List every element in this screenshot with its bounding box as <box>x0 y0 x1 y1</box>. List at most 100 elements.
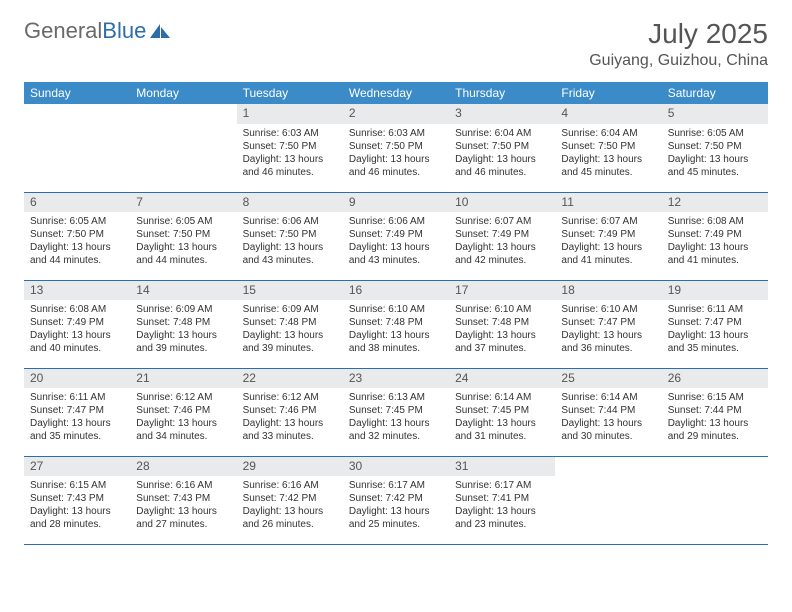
sunset-line: Sunset: 7:49 PM <box>455 228 549 241</box>
calendar-cell: 16Sunrise: 6:10 AMSunset: 7:48 PMDayligh… <box>343 280 449 368</box>
sunset-line: Sunset: 7:44 PM <box>668 404 762 417</box>
calendar-cell: 9Sunrise: 6:06 AMSunset: 7:49 PMDaylight… <box>343 192 449 280</box>
daylight-line: Daylight: 13 hours and 43 minutes. <box>349 241 443 267</box>
calendar-cell: 30Sunrise: 6:17 AMSunset: 7:42 PMDayligh… <box>343 456 449 544</box>
day-number: 9 <box>343 193 449 213</box>
logo-text: GeneralBlue <box>24 18 146 44</box>
day-body: Sunrise: 6:11 AMSunset: 7:47 PMDaylight:… <box>662 300 768 359</box>
day-body: Sunrise: 6:16 AMSunset: 7:43 PMDaylight:… <box>130 476 236 535</box>
day-body: Sunrise: 6:13 AMSunset: 7:45 PMDaylight:… <box>343 388 449 447</box>
day-number: 10 <box>449 193 555 213</box>
day-body: Sunrise: 6:05 AMSunset: 7:50 PMDaylight:… <box>662 124 768 183</box>
day-number: 29 <box>237 457 343 477</box>
daylight-line: Daylight: 13 hours and 31 minutes. <box>455 417 549 443</box>
daylight-line: Daylight: 13 hours and 43 minutes. <box>243 241 337 267</box>
daylight-line: Daylight: 13 hours and 34 minutes. <box>136 417 230 443</box>
sunrise-line: Sunrise: 6:06 AM <box>243 215 337 228</box>
day-number: 23 <box>343 369 449 389</box>
daylight-line: Daylight: 13 hours and 44 minutes. <box>30 241 124 267</box>
sunrise-line: Sunrise: 6:12 AM <box>243 391 337 404</box>
sunset-line: Sunset: 7:45 PM <box>349 404 443 417</box>
day-body: Sunrise: 6:16 AMSunset: 7:42 PMDaylight:… <box>237 476 343 535</box>
sunrise-line: Sunrise: 6:11 AM <box>30 391 124 404</box>
sunrise-line: Sunrise: 6:05 AM <box>30 215 124 228</box>
sunrise-line: Sunrise: 6:04 AM <box>455 127 549 140</box>
weekday-header: Friday <box>555 82 661 104</box>
calendar-cell: 24Sunrise: 6:14 AMSunset: 7:45 PMDayligh… <box>449 368 555 456</box>
calendar-cell: 14Sunrise: 6:09 AMSunset: 7:48 PMDayligh… <box>130 280 236 368</box>
daylight-line: Daylight: 13 hours and 46 minutes. <box>455 153 549 179</box>
daylight-line: Daylight: 13 hours and 41 minutes. <box>668 241 762 267</box>
daylight-line: Daylight: 13 hours and 46 minutes. <box>243 153 337 179</box>
day-number: 25 <box>555 369 661 389</box>
calendar-cell: 31Sunrise: 6:17 AMSunset: 7:41 PMDayligh… <box>449 456 555 544</box>
sunset-line: Sunset: 7:48 PM <box>136 316 230 329</box>
daylight-line: Daylight: 13 hours and 38 minutes. <box>349 329 443 355</box>
calendar-cell: 11Sunrise: 6:07 AMSunset: 7:49 PMDayligh… <box>555 192 661 280</box>
sunrise-line: Sunrise: 6:14 AM <box>455 391 549 404</box>
daylight-line: Daylight: 13 hours and 41 minutes. <box>561 241 655 267</box>
day-number: 19 <box>662 281 768 301</box>
sunset-line: Sunset: 7:49 PM <box>30 316 124 329</box>
daylight-line: Daylight: 13 hours and 40 minutes. <box>30 329 124 355</box>
sunset-line: Sunset: 7:41 PM <box>455 492 549 505</box>
day-body: Sunrise: 6:04 AMSunset: 7:50 PMDaylight:… <box>449 124 555 183</box>
day-number: 14 <box>130 281 236 301</box>
day-body: Sunrise: 6:10 AMSunset: 7:48 PMDaylight:… <box>343 300 449 359</box>
day-number: 8 <box>237 193 343 213</box>
day-number: 24 <box>449 369 555 389</box>
calendar-row: 1Sunrise: 6:03 AMSunset: 7:50 PMDaylight… <box>24 104 768 192</box>
calendar-cell: 25Sunrise: 6:14 AMSunset: 7:44 PMDayligh… <box>555 368 661 456</box>
sunset-line: Sunset: 7:42 PM <box>243 492 337 505</box>
sunset-line: Sunset: 7:49 PM <box>561 228 655 241</box>
daylight-line: Daylight: 13 hours and 30 minutes. <box>561 417 655 443</box>
calendar-cell: 8Sunrise: 6:06 AMSunset: 7:50 PMDaylight… <box>237 192 343 280</box>
sunset-line: Sunset: 7:44 PM <box>561 404 655 417</box>
sunset-line: Sunset: 7:48 PM <box>455 316 549 329</box>
day-body: Sunrise: 6:03 AMSunset: 7:50 PMDaylight:… <box>237 124 343 183</box>
daylight-line: Daylight: 13 hours and 32 minutes. <box>349 417 443 443</box>
daylight-line: Daylight: 13 hours and 26 minutes. <box>243 505 337 531</box>
sunset-line: Sunset: 7:42 PM <box>349 492 443 505</box>
weekday-header: Sunday <box>24 82 130 104</box>
day-body: Sunrise: 6:09 AMSunset: 7:48 PMDaylight:… <box>130 300 236 359</box>
weekday-header: Thursday <box>449 82 555 104</box>
sunset-line: Sunset: 7:50 PM <box>30 228 124 241</box>
day-body: Sunrise: 6:04 AMSunset: 7:50 PMDaylight:… <box>555 124 661 183</box>
day-number: 18 <box>555 281 661 301</box>
sunrise-line: Sunrise: 6:13 AM <box>349 391 443 404</box>
day-number: 17 <box>449 281 555 301</box>
calendar-cell: 3Sunrise: 6:04 AMSunset: 7:50 PMDaylight… <box>449 104 555 192</box>
day-body: Sunrise: 6:10 AMSunset: 7:47 PMDaylight:… <box>555 300 661 359</box>
location: Guiyang, Guizhou, China <box>589 52 768 70</box>
day-number: 27 <box>24 457 130 477</box>
day-number: 6 <box>24 193 130 213</box>
calendar-cell <box>662 456 768 544</box>
sunset-line: Sunset: 7:43 PM <box>136 492 230 505</box>
day-number: 15 <box>237 281 343 301</box>
day-body: Sunrise: 6:17 AMSunset: 7:41 PMDaylight:… <box>449 476 555 535</box>
sunrise-line: Sunrise: 6:07 AM <box>455 215 549 228</box>
logo-part2: Blue <box>102 18 146 43</box>
logo-part1: General <box>24 18 102 43</box>
daylight-line: Daylight: 13 hours and 29 minutes. <box>668 417 762 443</box>
weekday-header: Wednesday <box>343 82 449 104</box>
sunrise-line: Sunrise: 6:03 AM <box>349 127 443 140</box>
day-body: Sunrise: 6:14 AMSunset: 7:44 PMDaylight:… <box>555 388 661 447</box>
sunrise-line: Sunrise: 6:15 AM <box>668 391 762 404</box>
sunrise-line: Sunrise: 6:09 AM <box>243 303 337 316</box>
day-number: 5 <box>662 104 768 124</box>
sunset-line: Sunset: 7:47 PM <box>561 316 655 329</box>
sunset-line: Sunset: 7:48 PM <box>243 316 337 329</box>
calendar-cell: 29Sunrise: 6:16 AMSunset: 7:42 PMDayligh… <box>237 456 343 544</box>
day-number: 1 <box>237 104 343 124</box>
calendar-cell: 7Sunrise: 6:05 AMSunset: 7:50 PMDaylight… <box>130 192 236 280</box>
day-number: 31 <box>449 457 555 477</box>
daylight-line: Daylight: 13 hours and 39 minutes. <box>243 329 337 355</box>
calendar-cell: 12Sunrise: 6:08 AMSunset: 7:49 PMDayligh… <box>662 192 768 280</box>
sunset-line: Sunset: 7:50 PM <box>668 140 762 153</box>
day-number: 26 <box>662 369 768 389</box>
header: GeneralBlue July 2025 Guiyang, Guizhou, … <box>24 18 768 70</box>
calendar-cell: 2Sunrise: 6:03 AMSunset: 7:50 PMDaylight… <box>343 104 449 192</box>
calendar-cell: 6 Sunrise: 6:05 AMSunset: 7:50 PMDaylight… <box>24 192 130 280</box>
